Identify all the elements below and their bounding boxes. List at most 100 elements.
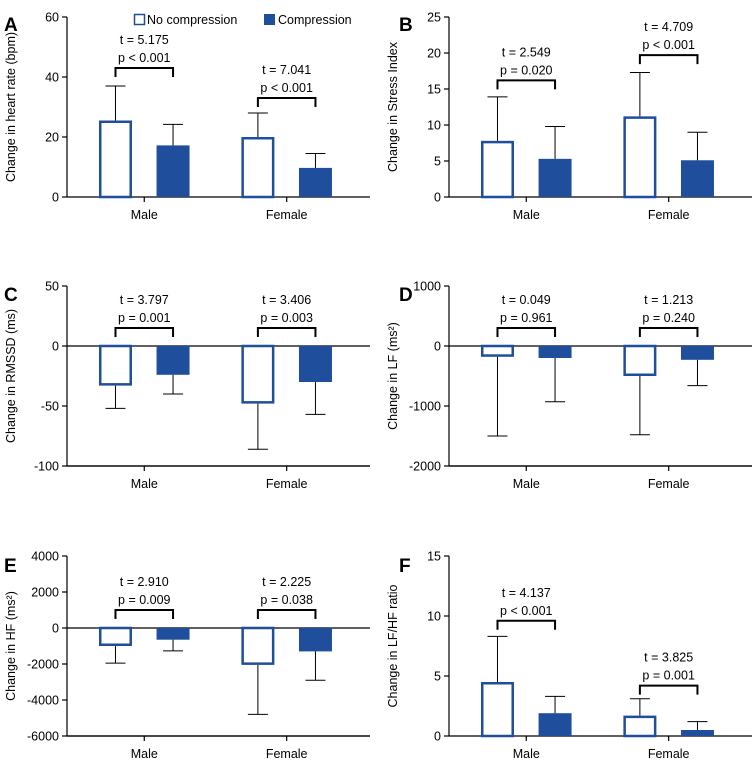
t-statistic-label: t = 0.049: [502, 293, 551, 307]
panel-letter: E: [4, 556, 17, 577]
bar-no-compression-male: [98, 344, 132, 386]
t-statistic-label: t = 7.041: [262, 63, 311, 77]
y-tick-label: 0: [434, 340, 441, 354]
y-tick-label: 0: [434, 191, 441, 205]
y-tick-label: 0: [434, 730, 441, 744]
bar-compression-male: [156, 628, 190, 640]
significance-bracket: [496, 619, 557, 630]
p-value-label: p = 0.001: [118, 311, 171, 325]
p-value-label: p = 0.020: [500, 63, 553, 77]
panel-e: E Change in HF (ms²) -6000 -4000 -2000 0 2000 4…: [4, 550, 370, 761]
y-tick-label: 10: [427, 119, 441, 133]
bar-compression-male: [538, 158, 572, 197]
panel-letter: A: [4, 15, 18, 36]
p-value-label: p < 0.001: [500, 604, 553, 618]
category-label-male: Male: [131, 477, 158, 491]
y-axis-label: Change in Stress Index: [386, 41, 400, 172]
bar-compression-female: [298, 167, 332, 197]
bar-no-compression-male: [480, 140, 514, 199]
category-label-male: Male: [131, 747, 158, 761]
y-tick-label: 15: [427, 550, 441, 564]
bar-compression-male: [156, 346, 190, 375]
legend-swatch-no-compression: [133, 13, 146, 26]
y-tick-label: 50: [45, 280, 59, 294]
bar-compression-male: [538, 346, 572, 358]
y-tick-label: 10: [427, 610, 441, 624]
t-statistic-label: t = 3.406: [262, 293, 311, 307]
category-label-female: Female: [648, 747, 690, 761]
panel-d: D Change in LF (ms²) -2000 -1000 0 1000 Male t …: [386, 280, 752, 491]
y-tick-label: 0: [52, 191, 59, 205]
bar-compression-male: [538, 713, 572, 736]
p-value-label: p = 0.038: [260, 593, 313, 607]
panel-letter: F: [399, 556, 411, 577]
category-label-female: Female: [266, 477, 308, 491]
t-statistic-label: t = 4.709: [644, 20, 693, 34]
significance-bracket: [256, 609, 317, 619]
bar-no-compression-male: [98, 120, 132, 199]
legend: No compression Compression: [133, 13, 352, 27]
y-axis-label: Change in LF (ms²): [386, 322, 400, 430]
category-label-male: Male: [131, 208, 158, 222]
p-value-label: p = 0.961: [500, 311, 553, 325]
bar-compression-female: [680, 346, 714, 360]
y-tick-label: 20: [45, 131, 59, 145]
y-axis-label: Change in RMSSD (ms): [4, 309, 18, 443]
significance-bracket: [496, 327, 557, 337]
legend-swatch-compression: [264, 14, 275, 25]
significance-bracket: [638, 684, 699, 695]
y-tick-label: 5: [434, 670, 441, 684]
significance-bracket: [114, 67, 175, 77]
significance-bracket: [496, 79, 557, 90]
y-tick-label: 40: [45, 71, 59, 85]
bar-no-compression-female: [623, 116, 657, 199]
significance-bracket: [114, 327, 175, 337]
bar-compression-female: [680, 730, 714, 736]
bar-compression-female: [680, 160, 714, 197]
panel-letter: B: [399, 15, 413, 36]
category-label-female: Female: [648, 208, 690, 222]
y-tick-label: 0: [52, 622, 59, 636]
category-label-female: Female: [648, 477, 690, 491]
t-statistic-label: t = 2.549: [502, 45, 551, 59]
bar-compression-female: [298, 346, 332, 382]
y-tick-label: -2000: [27, 658, 59, 672]
significance-bracket: [256, 327, 317, 337]
significance-bracket: [114, 609, 175, 619]
category-label-female: Female: [266, 208, 308, 222]
significance-bracket: [638, 54, 699, 65]
panel-letter: D: [399, 285, 413, 306]
y-tick-label: -1000: [409, 400, 441, 414]
y-tick-label: 0: [52, 340, 59, 354]
y-tick-label: -6000: [27, 730, 59, 744]
y-tick-label: 5: [434, 155, 441, 169]
y-axis-label: Change in HF (ms²): [4, 591, 18, 701]
bar-compression-female: [298, 628, 332, 652]
t-statistic-label: t = 2.910: [120, 575, 169, 589]
bar-compression-male: [156, 145, 190, 197]
y-tick-label: 4000: [31, 550, 59, 564]
bar-no-compression-female: [623, 715, 657, 738]
p-value-label: p = 0.240: [642, 311, 695, 325]
p-value-label: p = 0.009: [118, 593, 171, 607]
bar-no-compression-female: [241, 137, 275, 199]
t-statistic-label: t = 3.825: [644, 651, 693, 665]
panel-c: C Change in RMSSD (ms) -100 -50 0 50 Male t = 3…: [4, 280, 370, 491]
bar-no-compression-female: [241, 626, 275, 665]
p-value-label: p < 0.001: [642, 38, 695, 52]
category-label-male: Male: [513, 747, 540, 761]
y-axis-label: Change in LF/HF ratio: [386, 584, 400, 707]
p-value-label: p = 0.003: [260, 311, 313, 325]
panel-f: F Change in LF/HF ratio 0 5 10 15 Male t = 4.13…: [386, 550, 752, 761]
category-label-male: Male: [513, 477, 540, 491]
y-tick-label: 25: [427, 11, 441, 25]
bar-no-compression-female: [623, 344, 657, 376]
y-tick-label: 20: [427, 47, 441, 61]
legend-label-compression: Compression: [278, 13, 352, 27]
y-tick-label: 2000: [31, 586, 59, 600]
y-tick-label: 60: [45, 11, 59, 25]
panel-b: B Change in Stress Index 0 5 10 15 20 25 Male t =…: [386, 11, 752, 222]
p-value-label: p = 0.001: [642, 669, 695, 683]
bar-no-compression-male: [98, 626, 132, 646]
